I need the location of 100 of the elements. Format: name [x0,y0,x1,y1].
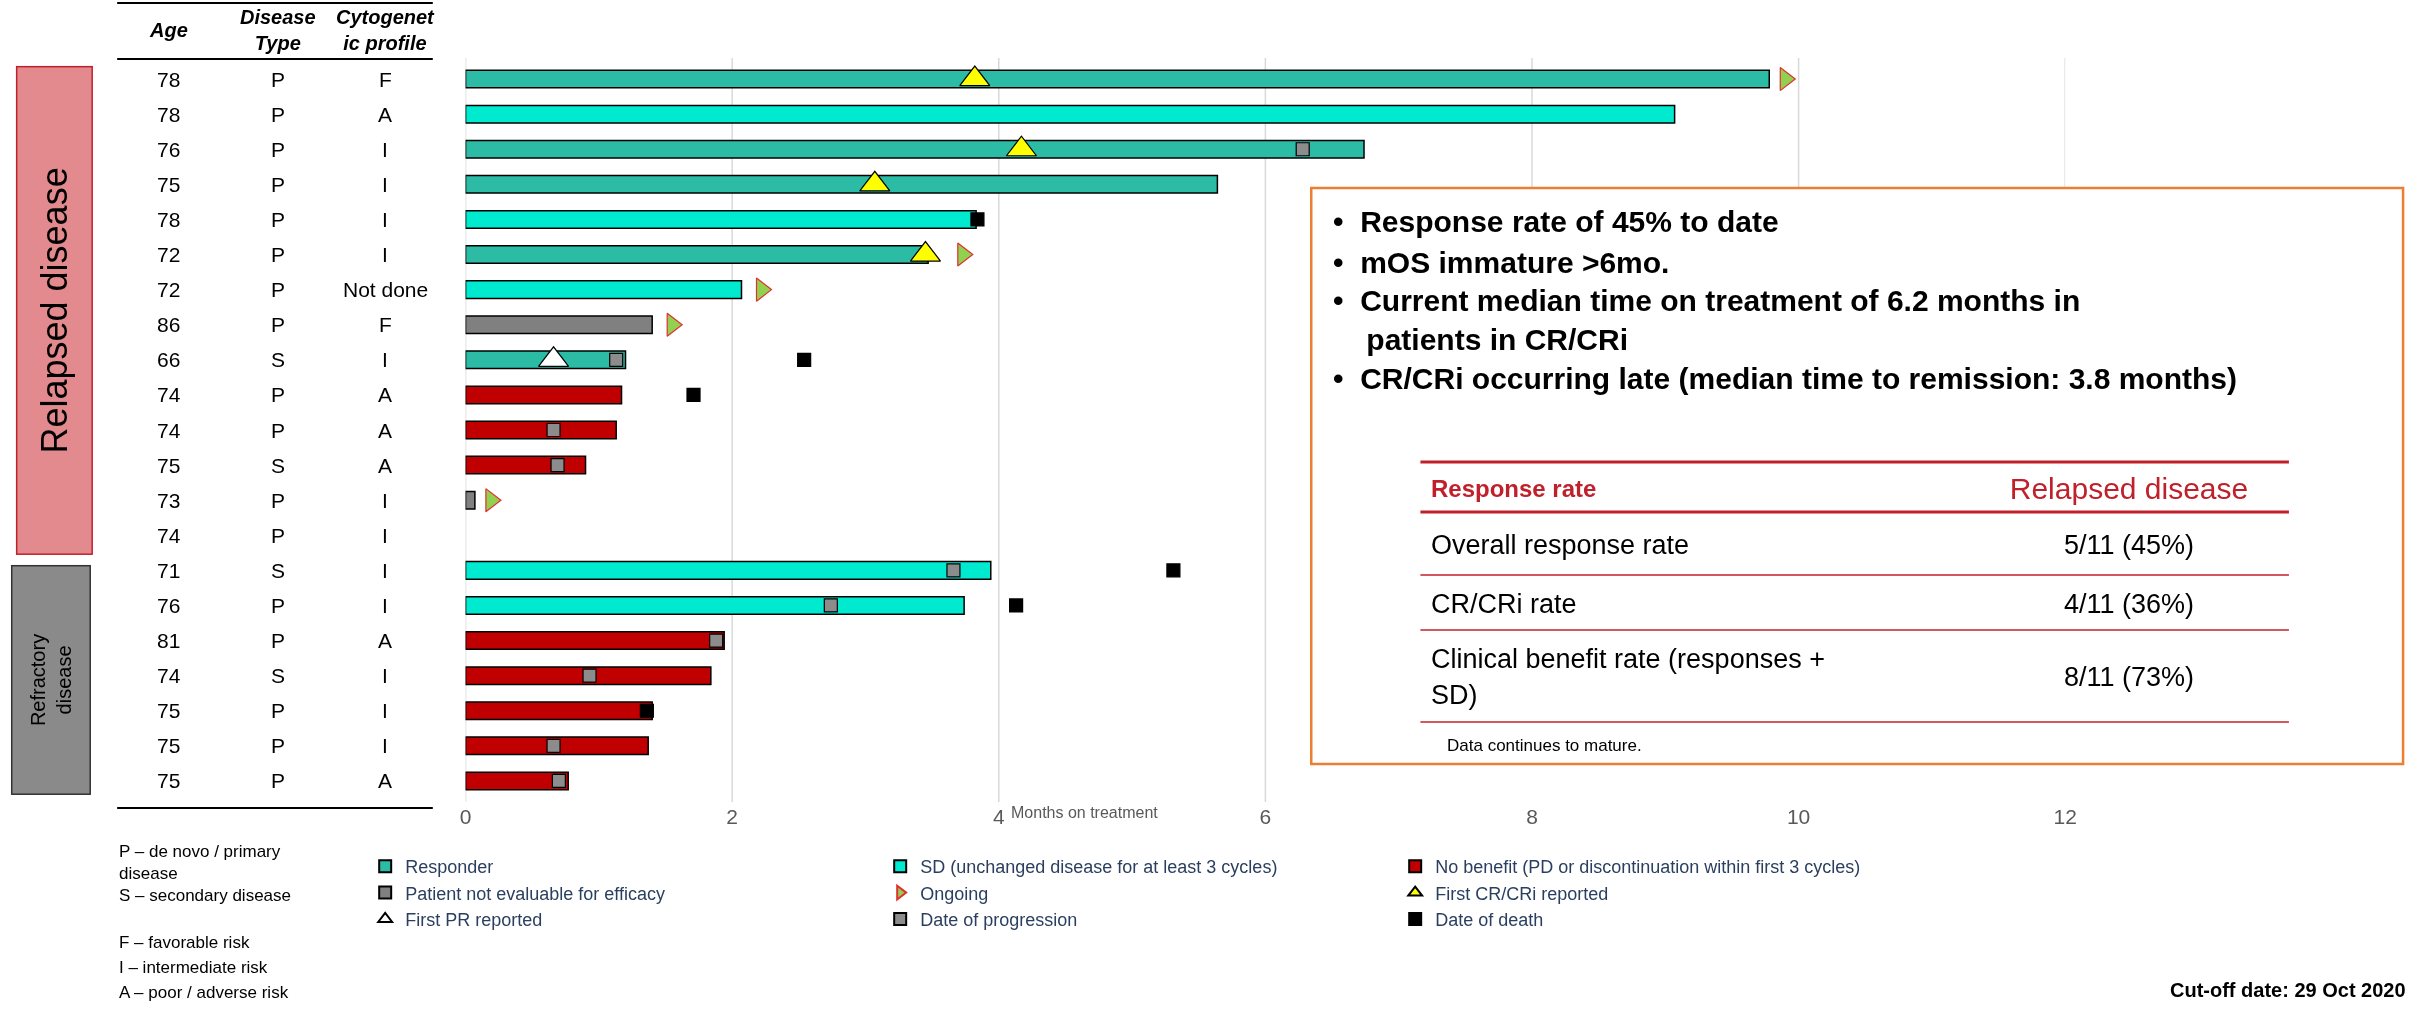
legend-label: First CR/CRi reported [1435,883,1609,904]
text: 81 [157,629,181,652]
point [551,773,566,789]
text: P [271,208,286,231]
legend-label: First PR reported [405,910,543,931]
text: P [271,278,286,301]
text: A [378,419,393,442]
text: Not done [343,278,429,301]
annotation: Clinical benefit rate (responses + SD) [1431,644,1825,710]
text: P [271,629,286,652]
annotation: Response rate [1431,474,1597,502]
x-tick-label: 0 [459,805,472,828]
x-tick-label: 2 [726,805,739,828]
bar [465,595,965,615]
point [1009,598,1024,613]
annotation: Overall response rate [1431,529,1690,560]
text: I [382,138,388,161]
point [609,352,624,367]
annotation: 8/11 (73%) [2063,662,2195,692]
text: 75 [157,734,181,757]
text: P [271,489,286,512]
bar [465,420,617,440]
bar [465,139,1365,159]
text: 73 [157,489,181,512]
text: A [378,103,393,126]
text: 75 [157,699,181,722]
text: I [382,208,388,231]
bar [465,560,992,580]
text: P [271,243,286,266]
text: P [271,734,286,757]
annotation: CR/CRi rate [1431,588,1577,619]
legend-label: Ongoing [920,883,989,904]
text: I [382,348,388,371]
text: 76 [157,138,181,161]
bar [465,455,587,475]
text: S [271,348,286,371]
text: A [378,454,393,477]
text: Age [149,19,188,41]
text: 74 [157,524,181,547]
bar [465,736,649,756]
text: P [271,769,286,792]
point [686,387,701,403]
text: P [271,383,286,406]
bar [465,315,653,335]
text: 71 [157,559,181,582]
text: S [271,559,286,582]
text: I [382,734,388,757]
bar [465,385,623,405]
text: P [271,103,286,126]
text: 75 [157,173,181,196]
text: P [271,313,286,336]
text: I [382,524,388,547]
text: A [378,383,393,406]
text: P [271,68,286,91]
annotation: • CR/CRi occurring late (median time to remission: 3.8 months) [1333,362,2237,395]
bar [465,666,712,686]
annotation: 5/11 (45%) [2063,529,2195,560]
x-tick-label: 10 [1786,805,1811,828]
text: 76 [157,594,181,617]
text: I [382,243,388,266]
x-tick-label: 6 [1259,805,1272,828]
point [546,738,561,753]
annotation: Data continues to mature. [1447,736,1642,755]
bar [465,701,653,721]
text: Refractory disease [26,633,75,727]
text: A [378,769,393,792]
point [582,668,597,683]
annotation: • Current median time on treatment of 6.2 months in patients in CR/CRi [1333,284,2081,356]
text: I [382,699,388,722]
bar [465,490,476,510]
text: I [382,489,388,512]
text: 78 [157,68,181,91]
text: P [271,524,286,547]
text: 75 [157,454,181,477]
point [546,422,561,438]
text: I [382,173,388,196]
point [639,703,654,718]
annotation: • mOS immature >6mo. [1333,246,1670,279]
text: S – secondary disease [119,886,291,905]
text: 74 [157,419,181,442]
annotation: 4/11 (36%) [2063,588,2195,619]
text: I [382,559,388,582]
text: 75 [157,769,181,792]
annotation: Relapsed disease [2009,471,2249,505]
legend-label: Date of progression [920,910,1078,931]
point [550,457,565,473]
text: P [271,594,286,617]
text: A – poor / adverse risk [119,983,289,1002]
x-axis-title: Months on treatment [1011,804,1159,821]
point [1166,563,1181,578]
point [1295,142,1310,157]
text: I [382,594,388,617]
text: I [382,664,388,687]
text: Cut-off date: 29 Oct 2020 [2170,979,2406,1001]
bar [465,69,1771,89]
point [946,563,961,578]
x-tick-label: 12 [2053,805,2077,828]
text: P [271,419,286,442]
text: Relapsed disease [33,167,75,454]
text: P [271,173,286,196]
